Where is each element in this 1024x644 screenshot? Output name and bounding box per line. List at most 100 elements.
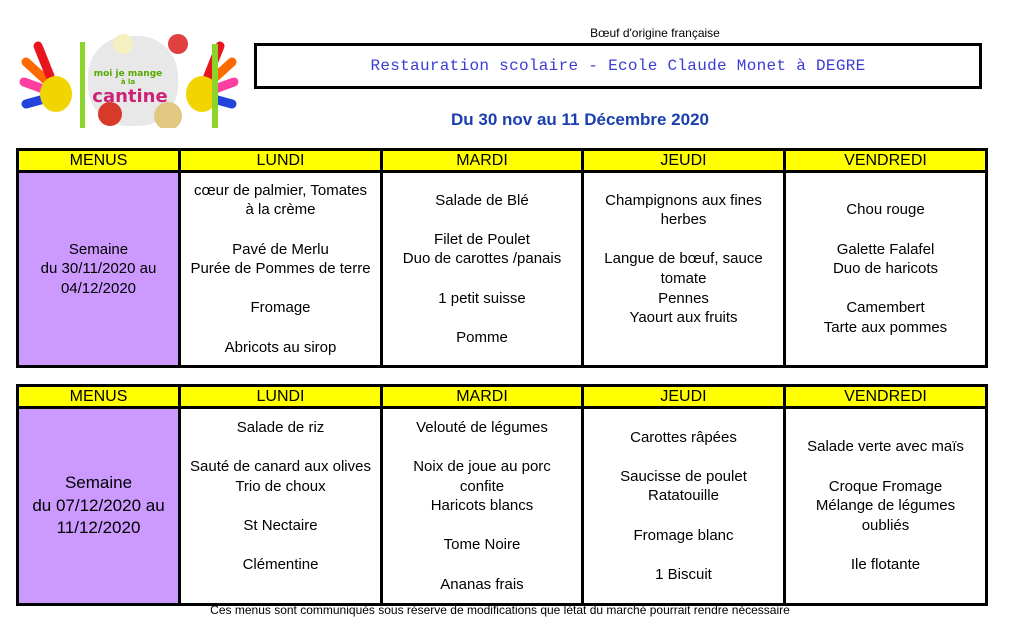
menu-item: tomate (660, 270, 707, 287)
menu-item: Chou rouge (846, 201, 925, 219)
column-header: MARDI (380, 148, 584, 173)
menu-item: St Nectaire (243, 516, 318, 534)
svg-text:cantine: cantine (92, 86, 167, 107)
menu-item: 1 Biscuit (655, 565, 712, 583)
menu-item: Salade de Blé (435, 191, 529, 209)
day-menu-cell: Salade verte avec maïs Croque Fromage Méla… (783, 406, 988, 606)
svg-text:moi je mange: moi je mange (94, 69, 163, 79)
menu-item: Pomme (456, 328, 508, 346)
column-header: JEUDI (581, 148, 786, 173)
svg-text:à la: à la (121, 78, 136, 86)
week-label-line: du 30/11/2020 au (40, 260, 157, 278)
menu-item: Ananas frais (440, 575, 524, 593)
menu-table-week-2: MENUS LUNDI MARDI JEUDI VENDREDI Semaine du 07… (16, 384, 988, 606)
menu-item: Clémentine (242, 555, 319, 573)
footer-note: Ces menus sont communiqués sous réserve … (210, 603, 790, 617)
menu-item: Camembert (846, 299, 925, 317)
menu-item: Ile flotante (850, 555, 921, 573)
menu-item: à la crème (245, 201, 316, 219)
column-header: LUNDI (178, 148, 383, 173)
menu-item: Fromage blanc (633, 526, 734, 544)
menu-item (383, 308, 581, 328)
menu-item (584, 447, 783, 467)
menu-item: Yaourt aux fruits (629, 309, 738, 327)
menu-item: Ratatouille (648, 487, 719, 505)
date-range: Du 30 nov au 11 Décembre 2020 (451, 110, 709, 129)
menu-item (181, 437, 380, 457)
day-menu-cell: Carottes râpées Saucisse de poulet Ratatou… (581, 406, 786, 606)
menu-item: Pavé de Merlu (232, 240, 329, 258)
day-menu-cell: Chou rouge Galette Falafel Duo de haricots… (783, 170, 988, 368)
menu-item (584, 545, 783, 565)
week-label-line: du 07/12/2020 au (32, 495, 165, 515)
menu-item: Filet de Poulet (434, 230, 530, 248)
menu-item: Trio de choux (235, 477, 326, 495)
menu-item: Salade verte avec maïs (807, 438, 964, 456)
menu-item: Langue de bœuf, sauce (604, 250, 763, 268)
column-header: LUNDI (178, 384, 383, 409)
menu-item: Duo de carottes /panais (402, 250, 562, 268)
menu-table-week-1: MENUS LUNDI MARDI JEUDI VENDREDI Semaine du 30… (16, 148, 988, 368)
menu-item: Galette Falafel (836, 240, 935, 258)
week-label-line: Semaine (64, 473, 133, 493)
week-label-cell: Semaine du 30/11/2020 au 04/12/2020 (16, 170, 181, 368)
menu-item (181, 279, 380, 299)
menu-item (786, 279, 985, 299)
menu-row: Semaine du 07/12/2020 au 11/12/2020 Salade … (16, 406, 988, 606)
menu-item: oubliés (861, 516, 910, 534)
day-menu-cell: cœur de palmier, Tomates à la crème Pavé d… (178, 170, 383, 368)
page-title: Restauration scolaire - Ecole Claude Mon… (370, 57, 866, 75)
title-box: Restauration scolaire - Ecole Claude Mon… (254, 43, 982, 89)
menu-item: Croque Fromage (828, 477, 943, 495)
menu-item (786, 457, 985, 477)
menu-item: Purée de Pommes de terre (190, 260, 371, 278)
day-menu-cell: Champignons aux fines herbes Langue de bœu… (581, 170, 786, 368)
menu-item: Carottes râpées (630, 428, 737, 446)
menu-item: Haricots blancs (430, 497, 534, 515)
origin-note: Bœuf d'origine française (590, 26, 720, 40)
menu-item (383, 437, 581, 457)
menu-item (584, 506, 783, 526)
menu-item: Mélange de légumes (815, 497, 956, 515)
menu-item: Tome Noire (443, 536, 521, 554)
menu-item (181, 496, 380, 516)
menu-item (181, 535, 380, 555)
menu-item: confite (459, 477, 505, 495)
menu-item: Saucisse de poulet (620, 467, 747, 485)
column-header: VENDREDI (783, 384, 988, 409)
menu-item: herbes (660, 211, 707, 229)
cantine-logo: moi je mange à la cantine (19, 34, 239, 128)
menu-item (383, 516, 581, 536)
menu-item: Noix de joue au porc (413, 458, 551, 476)
menu-item (383, 555, 581, 575)
menu-item: cœur de palmier, Tomates (193, 181, 368, 199)
column-header: JEUDI (581, 384, 786, 409)
column-header: MENUS (16, 148, 181, 173)
week-label-cell: Semaine du 07/12/2020 au 11/12/2020 (16, 406, 181, 606)
menu-item: Fromage (250, 299, 311, 317)
menu-item: Duo de haricots (832, 260, 939, 278)
menu-item (584, 328, 783, 348)
menu-item: Abricots au sirop (224, 338, 337, 356)
week-label-line: Semaine (68, 240, 129, 258)
header-row: MENUS LUNDI MARDI JEUDI VENDREDI (16, 148, 988, 173)
day-menu-cell: Salade de Blé Filet de Poulet Duo de carot… (380, 170, 584, 368)
menu-item (383, 269, 581, 289)
day-menu-cell: Velouté de légumes Noix de joue au porc co… (380, 406, 584, 606)
day-menu-cell: Salade de riz Sauté de canard aux olives T… (178, 406, 383, 606)
week-label-line: 11/12/2020 (56, 518, 141, 538)
menu-item (786, 535, 985, 555)
column-header: MENUS (16, 384, 181, 409)
menu-item (181, 318, 380, 338)
menu-item: Champignons aux fines (605, 191, 762, 209)
menu-row: Semaine du 30/11/2020 au 04/12/2020 cœur de… (16, 170, 988, 368)
menu-item: Sauté de canard aux olives (190, 458, 371, 476)
menu-item: Pennes (658, 289, 709, 307)
menu-item (584, 230, 783, 250)
menu-item: 1 petit suisse (438, 289, 526, 307)
column-header: MARDI (380, 384, 584, 409)
menu-item (786, 220, 985, 240)
week-label-line: 04/12/2020 (60, 279, 137, 297)
menu-item (181, 220, 380, 240)
